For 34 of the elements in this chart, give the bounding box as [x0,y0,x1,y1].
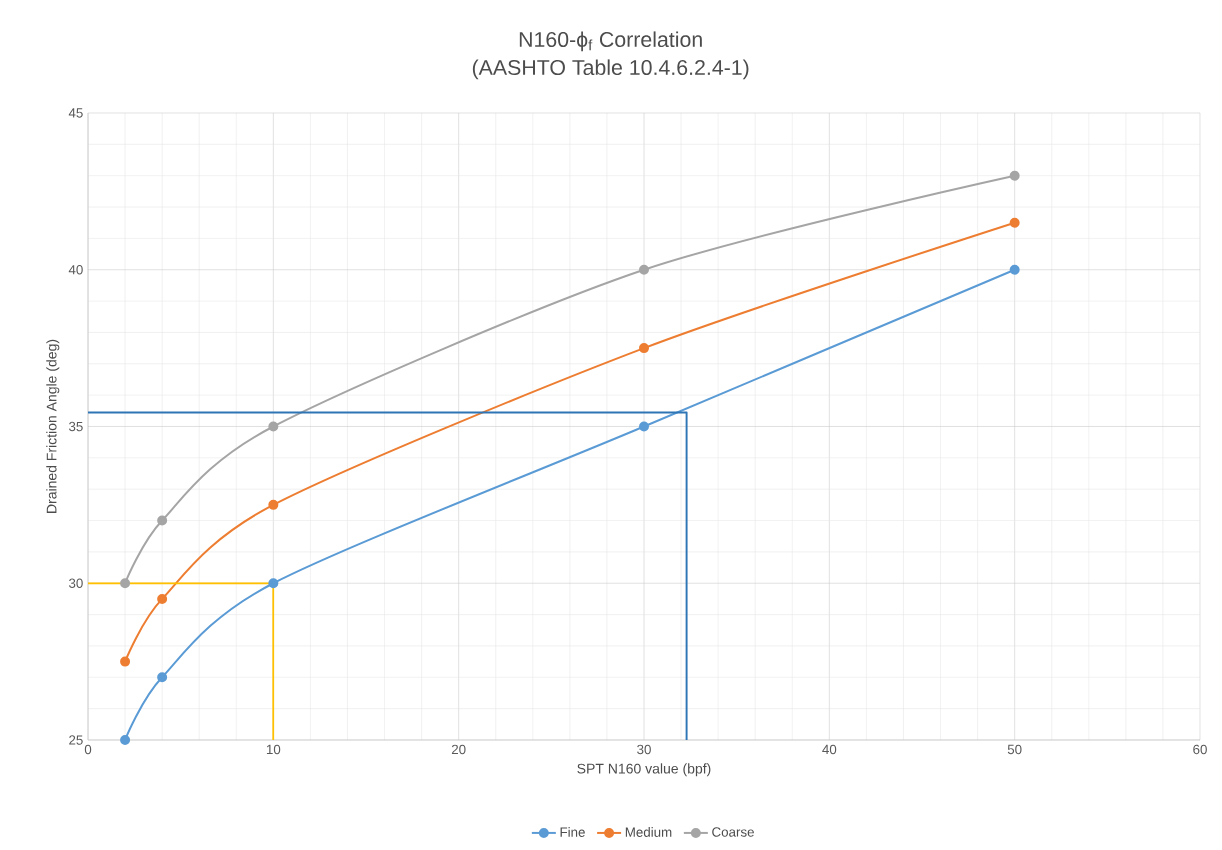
y-tick-label: 45 [68,108,83,118]
point [120,656,131,667]
point [157,515,168,526]
y-tick-label: 40 [68,265,83,275]
point [1009,264,1020,275]
legend-label: Fine [560,827,585,837]
point [157,593,168,604]
point [639,343,650,354]
point [1009,170,1020,181]
x-tick-label: 60 [1193,744,1207,755]
x-tick-label: 0 [84,744,92,755]
legend-label: Medium [625,827,672,837]
point [268,499,279,510]
point [1009,217,1020,228]
legend-label: Coarse [712,827,754,837]
x-tick-label: 30 [637,744,651,755]
y-tick-label: 25 [69,735,83,745]
point [639,264,650,275]
y-tick-label: 30 [68,578,83,588]
point [268,578,279,589]
y-axis-title: Drained Friction Angle (deg) [46,339,60,513]
point [157,672,168,683]
point [120,734,131,745]
point [639,421,650,432]
x-tick-label: 50 [1007,744,1022,755]
chart-subtitle: (AASHTO Table 10.4.6.2.4-1) [472,59,749,80]
point [268,421,279,432]
x-tick-label: 20 [451,744,466,755]
x-axis-title: SPT N160 value (bpf) [577,763,711,777]
y-tick-label: 35 [68,421,83,432]
point [120,578,131,589]
chart-title: N160-ϕ$_{f}$ Correlation [519,31,702,52]
x-tick-label: 40 [822,744,837,755]
x-tick-label: 10 [266,744,281,755]
